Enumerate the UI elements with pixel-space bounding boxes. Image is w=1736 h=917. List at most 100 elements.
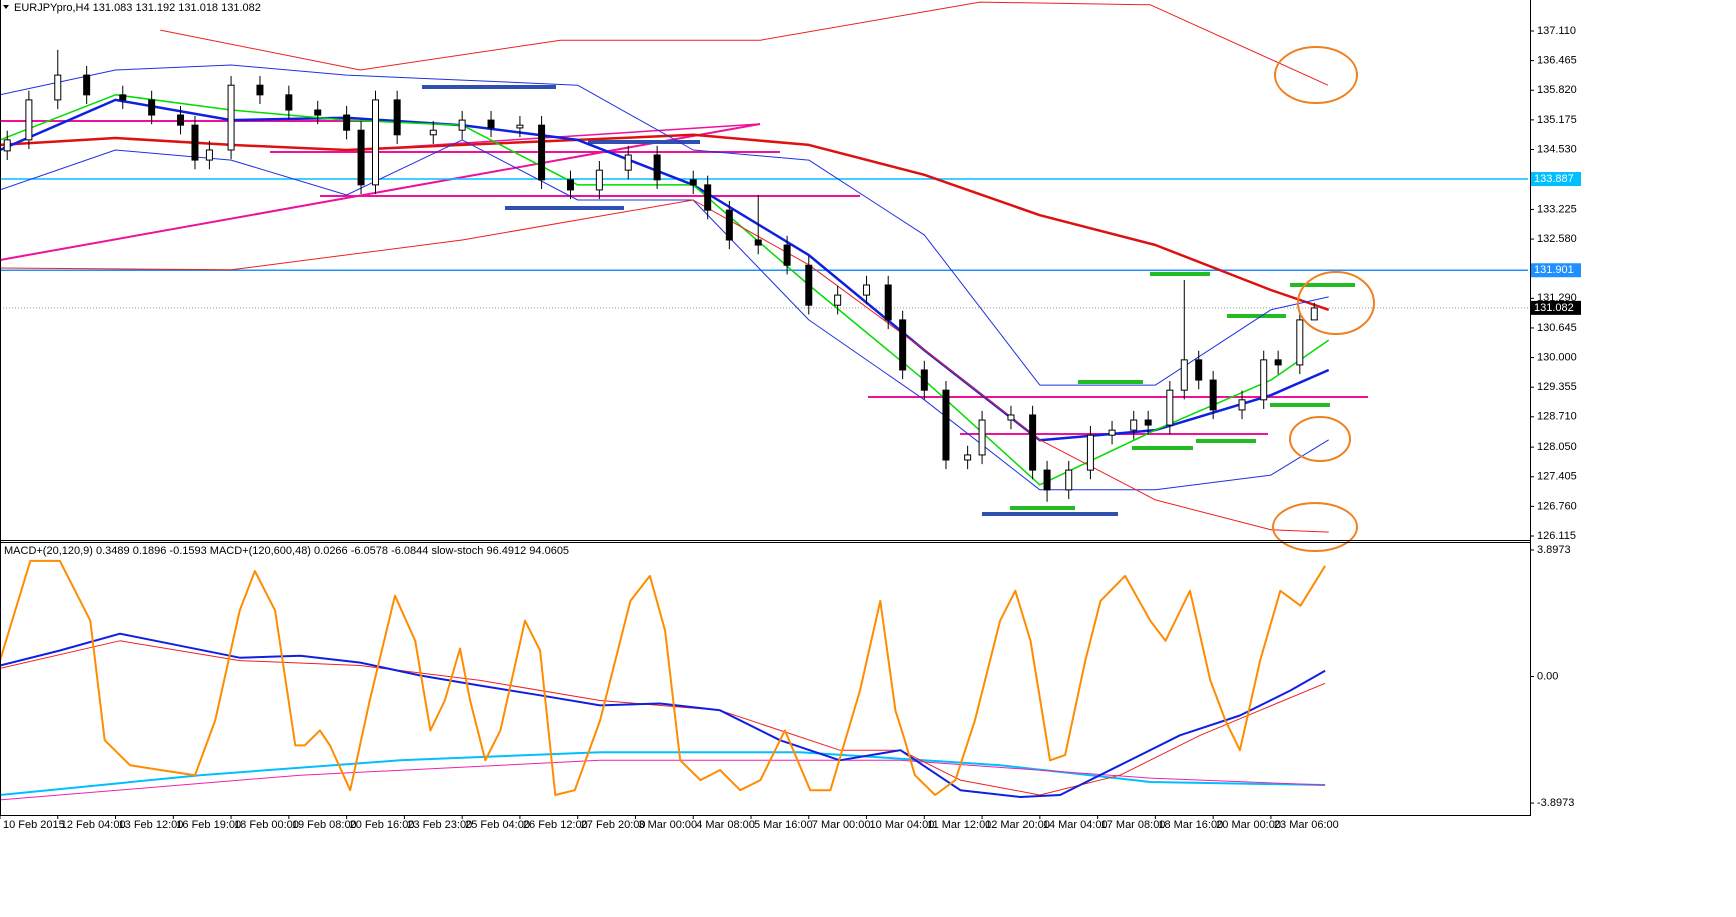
y-tick-label: 3.8973 <box>1537 544 1571 556</box>
last-price-label: 131.082 <box>1534 302 1574 314</box>
candle-body <box>964 454 972 461</box>
y-tick-label: 137.110 <box>1537 25 1576 37</box>
candle-body <box>314 109 322 116</box>
candle-body <box>783 244 791 266</box>
candle-body <box>1296 319 1304 366</box>
y-tick-label: 132.580 <box>1537 233 1577 245</box>
candle-body <box>920 369 928 391</box>
y-tick-label: -3.8973 <box>1537 797 1574 809</box>
y-tick-label: 0.00 <box>1537 670 1558 682</box>
candle-body <box>54 74 62 101</box>
candle-body <box>83 74 91 96</box>
indicator-line <box>0 751 1326 796</box>
x-tick-label: 20 Mar 00:00 <box>1216 819 1281 831</box>
candle-body <box>177 114 185 126</box>
x-tick-label: 23 Mar 06:00 <box>1274 819 1339 831</box>
candle-body <box>393 99 401 136</box>
x-tick-label: 18 Mar 16:00 <box>1158 819 1223 831</box>
candle-body <box>119 94 127 101</box>
candle-body <box>191 124 199 161</box>
x-tick-label: 4 Mar 08:00 <box>696 819 755 831</box>
level-label-box <box>1531 263 1581 278</box>
x-tick-label: 20 Feb 16:00 <box>350 819 415 831</box>
y-tick-label: 136.465 <box>1537 55 1577 67</box>
x-tick-label: 23 Feb 23:00 <box>407 819 472 831</box>
y-tick-label: 130.645 <box>1537 322 1577 334</box>
candle-body <box>805 264 813 306</box>
dropdown-icon[interactable] <box>3 5 9 9</box>
level-label: 131.901 <box>1534 264 1574 276</box>
y-tick-label: 133.225 <box>1537 203 1577 215</box>
candle-body <box>1007 414 1015 421</box>
y-tick-label: 126.760 <box>1537 500 1577 512</box>
candle-body <box>1065 469 1073 491</box>
candle-body <box>978 419 986 456</box>
level-label: 133.887 <box>1534 173 1574 185</box>
candle-body <box>899 319 907 371</box>
candle-body <box>725 209 733 241</box>
indicator-line <box>0 199 1329 533</box>
x-tick-label: 17 Mar 08:00 <box>1101 819 1166 831</box>
y-tick-label: 130.000 <box>1537 351 1577 363</box>
candle-body <box>1144 419 1152 426</box>
panel <box>0 1 1528 533</box>
x-tick-label: 27 Feb 20:00 <box>581 819 646 831</box>
candle-body <box>1029 414 1037 471</box>
indicator-line <box>0 64 1329 386</box>
candle-body <box>566 179 574 191</box>
x-tick-label: 10 Feb 2015 <box>3 819 65 831</box>
candle-body <box>227 84 235 151</box>
highlight-ellipse <box>1297 271 1375 335</box>
candle-body <box>429 129 437 136</box>
indicator-line <box>0 759 1326 801</box>
x-tick-label: 7 Mar 00:00 <box>812 819 871 831</box>
candle-body <box>1180 359 1188 391</box>
y-tick-label: 128.710 <box>1537 411 1577 423</box>
candle-body <box>372 99 380 186</box>
candle-body <box>1130 419 1138 431</box>
candle-body <box>3 139 11 152</box>
x-tick-label: 25 Feb 04:00 <box>465 819 530 831</box>
x-tick-label: 16 Feb 19:00 <box>176 819 241 831</box>
candle-body <box>458 119 466 131</box>
candle-body <box>754 239 762 246</box>
indicator-line <box>0 559 1326 796</box>
x-tick-label: 26 Feb 12:00 <box>523 819 588 831</box>
candle-body <box>343 114 351 131</box>
candle-body <box>1274 359 1282 366</box>
highlight-ellipses <box>1272 46 1375 552</box>
candle-body <box>148 99 156 116</box>
candle-body <box>1166 389 1174 426</box>
x-tick-label: 10 Mar 04:00 <box>870 819 935 831</box>
last-price-box <box>1531 300 1581 315</box>
candle-body <box>256 84 264 96</box>
candle-body <box>357 129 365 186</box>
indicator-line <box>160 1 1329 86</box>
candle-body <box>942 389 950 461</box>
x-tick-label: 19 Feb 08:00 <box>292 819 357 831</box>
highlight-ellipse <box>1289 416 1351 462</box>
x-tick-label: 12 Feb 04:00 <box>61 819 126 831</box>
indicator-line <box>0 640 1326 796</box>
y-tick-label: 135.175 <box>1537 114 1577 126</box>
drawn-objects <box>0 85 1368 516</box>
candle-body <box>704 184 712 211</box>
frame <box>0 0 1531 816</box>
x-tick-label: 3 Mar 00:00 <box>638 819 697 831</box>
candle-body <box>285 94 293 111</box>
x-tick-label: 18 Feb 00:00 <box>234 819 299 831</box>
candle-body <box>595 169 603 191</box>
trend-line <box>0 123 761 261</box>
candle-body <box>538 124 546 181</box>
y-tick-label: 135.820 <box>1537 84 1577 96</box>
y-tick-label: 126.115 <box>1537 530 1576 542</box>
candle-body <box>1209 379 1217 411</box>
highlight-ellipse <box>1272 502 1358 552</box>
x-tick-label: 11 Mar 12:00 <box>927 819 991 831</box>
candle-body <box>1043 469 1051 491</box>
candle-body <box>1195 359 1203 381</box>
indicator-header: MACD+(20,120,9) 0.3489 0.1896 -0.1593 MA… <box>4 545 569 557</box>
candle-body <box>25 99 33 141</box>
